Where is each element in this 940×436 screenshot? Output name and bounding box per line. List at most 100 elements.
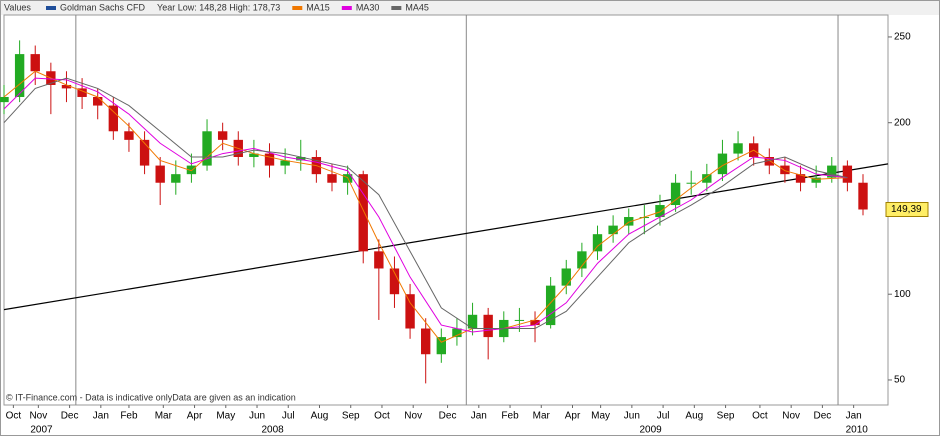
- candle-body: [202, 131, 212, 166]
- candle-body: [483, 314, 493, 338]
- candle-body: [795, 174, 806, 183]
- candle-body: [139, 139, 150, 166]
- legend-item: MA45: [405, 2, 429, 12]
- x-tick-label: Mar: [533, 411, 551, 422]
- x-tick-label: Jun: [249, 411, 265, 422]
- candle-body: [608, 225, 618, 235]
- y-tick-label: 200: [894, 117, 911, 128]
- x-tick-label: Aug: [685, 411, 703, 422]
- year-label: 2009: [639, 425, 662, 436]
- candle-body: [655, 205, 665, 218]
- legend-label: Values: [4, 2, 31, 12]
- candle-body: [77, 88, 87, 97]
- candle-body: [249, 153, 259, 158]
- candle-body: [186, 165, 197, 175]
- x-tick-label: Dec: [61, 411, 79, 422]
- candle-body: [30, 54, 40, 72]
- candle-body: [374, 251, 384, 269]
- x-tick-label: Jun: [624, 411, 640, 422]
- x-tick-label: Nov: [782, 411, 800, 422]
- x-tick-label: Dec: [439, 411, 457, 422]
- x-tick-label: Mar: [155, 411, 173, 422]
- candle-body: [327, 174, 337, 183]
- y-tick-label: 100: [894, 289, 911, 300]
- candle-body: [545, 285, 556, 326]
- candle-body: [577, 251, 587, 269]
- candle-body: [0, 96, 9, 103]
- candle-body: [686, 182, 696, 184]
- candle-body: [405, 294, 415, 329]
- candle-body: [827, 165, 837, 178]
- candle-body: [780, 165, 790, 175]
- x-tick-label: Oct: [752, 411, 768, 422]
- x-tick-label: Apr: [565, 411, 581, 422]
- candle-body: [171, 174, 181, 183]
- candle-body: [514, 319, 525, 321]
- legend-swatch: [391, 6, 402, 10]
- candle-body: [93, 96, 103, 106]
- year-label: 2010: [846, 425, 869, 436]
- x-tick-label: Jan: [93, 411, 109, 422]
- legend-item: Year Low: 148,28 High: 178,73: [157, 2, 280, 12]
- legend-swatch: [341, 6, 352, 10]
- candle-body: [436, 337, 446, 355]
- x-tick-label: May: [591, 411, 610, 422]
- candle-body: [155, 165, 165, 183]
- candle-body: [670, 182, 681, 206]
- price-tag: [885, 202, 929, 218]
- candle-body: [592, 234, 603, 252]
- ma-line: [3, 70, 848, 343]
- candle-body: [61, 84, 72, 89]
- legend-item: MA15: [306, 2, 330, 12]
- candle-body: [452, 328, 462, 338]
- year-label: 2008: [262, 425, 285, 436]
- candle-body: [733, 143, 743, 154]
- candle-body: [811, 177, 821, 183]
- candle-body: [264, 153, 275, 166]
- candle-body: [358, 174, 368, 252]
- footer: © IT-Finance.com - Data is indicative on…: [6, 392, 296, 402]
- x-tick-label: Jan: [471, 411, 487, 422]
- candle-body: [467, 314, 478, 329]
- x-tick-label: Nov: [404, 411, 422, 422]
- candle-body: [702, 174, 712, 183]
- x-tick-label: Sep: [717, 411, 735, 422]
- candle-body: [389, 268, 400, 295]
- x-tick-label: Aug: [311, 411, 329, 422]
- candle-body: [296, 157, 306, 161]
- price-tag-label: 149,39: [891, 204, 922, 215]
- x-tick-label: Nov: [29, 411, 47, 422]
- y-tick-label: 250: [894, 32, 911, 43]
- candle-body: [858, 182, 868, 210]
- x-tick-label: Feb: [501, 411, 519, 422]
- ma-line: [3, 77, 848, 330]
- ma-line: [3, 77, 848, 333]
- candle-body: [421, 328, 431, 355]
- candle-body: [530, 319, 540, 326]
- candle-body: [108, 105, 119, 132]
- x-tick-label: Dec: [814, 411, 832, 422]
- y-tick-label: 50: [894, 375, 906, 386]
- x-tick-label: May: [216, 411, 235, 422]
- candle-body: [624, 217, 634, 226]
- x-tick-label: Feb: [120, 411, 138, 422]
- trend-line: [3, 163, 889, 311]
- legend-item: Goldman Sachs CFD: [60, 2, 146, 12]
- legend-bar: [1, 1, 939, 15]
- candle-body: [280, 160, 290, 166]
- x-tick-label: Oct: [374, 411, 390, 422]
- candle-body: [717, 153, 728, 175]
- candle-body: [14, 54, 25, 97]
- candle-body: [842, 165, 853, 183]
- x-tick-label: Jul: [282, 411, 295, 422]
- candle-body: [124, 131, 134, 140]
- legend-swatch: [292, 6, 303, 10]
- x-tick-label: Oct: [6, 411, 22, 422]
- x-tick-label: Apr: [187, 411, 203, 422]
- legend-swatch: [46, 6, 56, 10]
- x-tick-label: Sep: [342, 411, 360, 422]
- x-tick-label: Jul: [657, 411, 670, 422]
- candle-body: [561, 268, 571, 286]
- legend-item: MA30: [356, 2, 380, 12]
